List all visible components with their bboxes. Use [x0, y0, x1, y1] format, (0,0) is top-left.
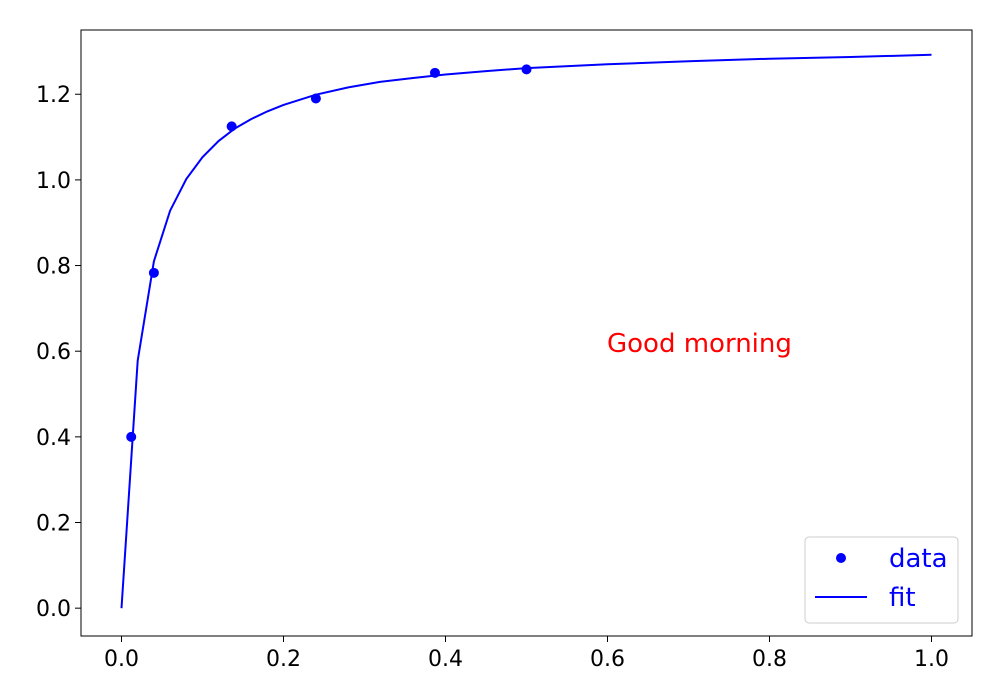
- data-points-layer: [126, 64, 532, 442]
- y-tick-label: 0.6: [36, 340, 71, 365]
- axis-ticks: 0.0 0.2 0.4 0.6 0.8 1.0 0.0 0.2 0.4 0.6 0.8 1.0 1.2: [36, 83, 949, 672]
- annotation-text: Good morning: [607, 329, 792, 359]
- legend-label-data: data: [889, 544, 948, 574]
- y-tick-label: 0.4: [36, 426, 71, 451]
- data-point: [429, 67, 440, 78]
- x-tick-label: 0.8: [752, 647, 787, 672]
- y-tick-label: 0.2: [36, 512, 71, 537]
- y-tick-label: 1.0: [36, 169, 71, 194]
- x-tick-label: 0.0: [104, 647, 139, 672]
- data-point: [126, 431, 137, 442]
- data-point: [521, 64, 532, 75]
- data-point: [148, 267, 159, 278]
- legend-marker-data: [836, 553, 846, 563]
- y-tick-label: 0.8: [36, 255, 71, 280]
- data-point: [226, 121, 237, 132]
- legend: data fit: [804, 536, 959, 624]
- y-tick-label: 1.2: [36, 83, 71, 108]
- legend-label-fit: fit: [889, 583, 916, 613]
- y-tick-label: 0.0: [36, 597, 71, 622]
- axes-frame: [80, 29, 973, 637]
- data-point: [310, 93, 321, 104]
- x-tick-label: 0.2: [266, 647, 301, 672]
- x-tick-label: 0.4: [428, 647, 463, 672]
- x-tick-label: 0.6: [590, 647, 625, 672]
- x-tick-label: 1.0: [914, 647, 949, 672]
